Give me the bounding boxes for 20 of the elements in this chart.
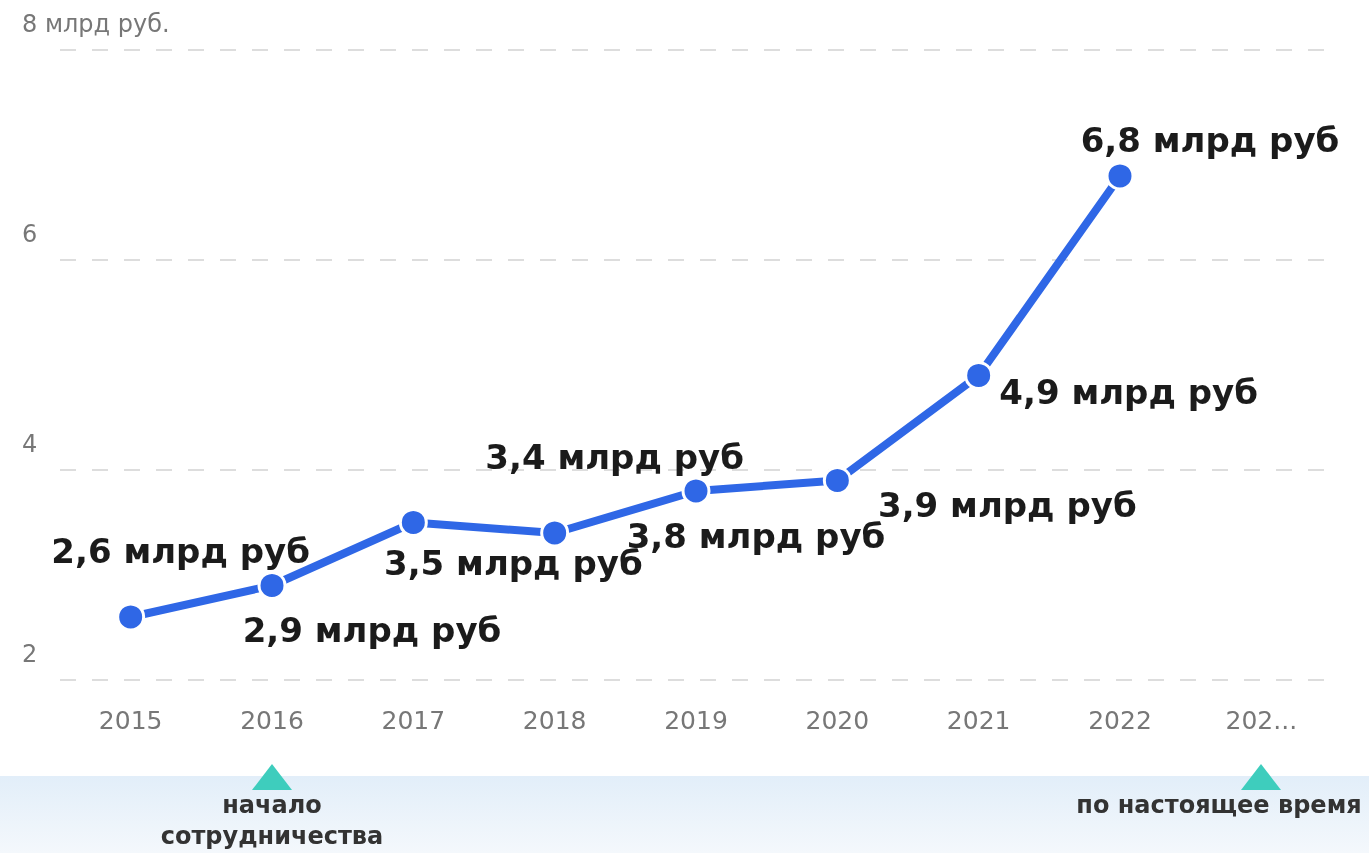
y-tick-label: 8 млрд руб. (22, 10, 170, 38)
data-label: 3,4 млрд руб (485, 436, 744, 477)
x-tick-label: 2020 (805, 706, 870, 735)
y-tick-label: 2 (22, 640, 38, 668)
x-tick-label: 2022 (1088, 706, 1152, 735)
x-tick-label: 2016 (240, 706, 304, 735)
data-label: 6,8 млрд руб (1080, 119, 1340, 160)
text: по настоящее время (1075, 790, 1363, 821)
y-tick-label: 6 (22, 220, 38, 248)
x-tick-label: 2015 (98, 706, 163, 735)
text: начало сотрудничества (159, 790, 385, 852)
data-label: 2,6 млрд руб (51, 530, 310, 571)
data-label: 4,9 млрд руб (999, 372, 1258, 412)
x-tick-label: 2018 (522, 706, 587, 735)
x-tick-label: 2019 (664, 706, 728, 735)
data-label: 2,9 млрд руб (242, 610, 502, 650)
x-tick-label: 202... (1225, 706, 1298, 735)
y-tick-label: 4 (22, 430, 38, 458)
x-tick-label: 2021 (946, 706, 1011, 735)
x-tick-label: 2017 (381, 706, 446, 735)
